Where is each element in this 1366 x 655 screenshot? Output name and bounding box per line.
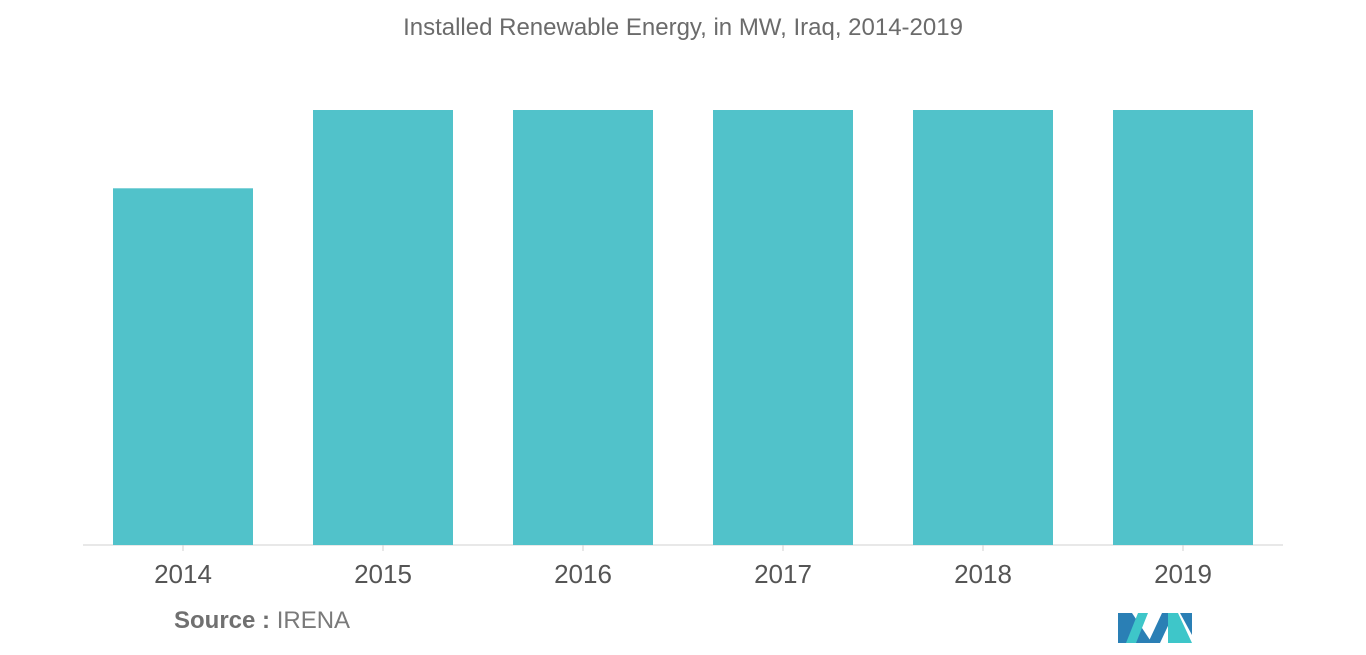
x-tick-label-2017: 2017 <box>754 559 812 589</box>
bar-2016 <box>513 110 653 545</box>
source-value: IRENA <box>276 607 351 634</box>
chart-title: Installed Renewable Energy, in MW, Iraq,… <box>403 14 963 41</box>
x-tick-label-2015: 2015 <box>354 559 412 589</box>
bar-chart: 2014 2015 2016 2017 2018 2019 <box>83 110 1283 589</box>
x-tick-label-2018: 2018 <box>954 559 1012 589</box>
source-note: Source : IRENA <box>174 607 350 635</box>
bar-2018 <box>913 110 1053 545</box>
bar-2015 <box>313 110 453 545</box>
bar-2017 <box>713 110 853 545</box>
bar-2019 <box>1113 110 1253 545</box>
source-label: Source : <box>174 607 271 634</box>
x-tick-label-2019: 2019 <box>1154 559 1212 589</box>
x-tick-label-2016: 2016 <box>554 559 612 589</box>
x-tick-label-2014: 2014 <box>154 559 212 589</box>
bar-2014 <box>113 188 253 546</box>
brand-logo-icon <box>1118 613 1192 643</box>
